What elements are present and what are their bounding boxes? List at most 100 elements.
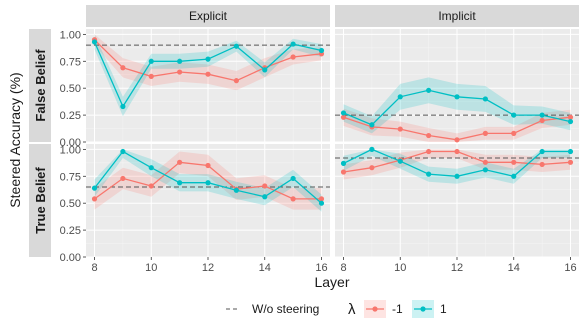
data-point-pos [567,148,574,155]
x-axis-title: Layer [314,274,349,290]
x-tick-label: 14 [508,262,520,274]
legend-baseline-label: W/o steering [252,302,319,316]
x-tick-label: 12 [451,262,463,274]
x-tick-label: 10 [394,262,406,274]
x-tick-label: 8 [340,262,346,274]
data-point-pos [482,96,488,102]
y-tick-label: 0.00 [60,137,81,149]
confidence-ribbon-pos [343,77,571,134]
data-point-neg [454,148,460,155]
data-point-pos [120,103,126,110]
data-point-pos [482,167,488,173]
data-point-pos [340,110,347,116]
data-point-pos [511,173,517,179]
confidence-ribbon-pos [94,34,322,117]
data-point-pos [177,180,183,186]
data-point-neg [567,159,574,165]
data-point-pos [511,112,517,118]
data-point-neg [233,78,239,84]
data-point-pos [567,118,574,125]
data-point-neg [482,130,488,136]
legend-neg-label: -1 [392,302,403,316]
data-point-neg [120,65,126,71]
data-point-neg [120,175,126,182]
y-tick-label: 0.50 [60,198,81,210]
data-point-pos [369,122,375,128]
data-point-pos [262,67,268,73]
legend: W/o steering λ -1 1 [226,300,447,318]
y-axis-title: Steered Accuracy (%) [7,72,23,207]
row-strip-true-belief: True Belief [29,144,51,257]
data-point-neg [511,130,517,136]
column-strip-explicit: Explicit [86,5,330,27]
legend-lambda-title: λ [348,301,356,318]
data-point-pos [262,194,268,200]
data-point-neg [290,54,296,60]
confidence-ribbon-neg [343,149,571,180]
data-point-pos [318,200,325,206]
data-point-pos [369,146,375,152]
data-point-pos [205,56,211,62]
data-point-pos [340,160,347,166]
y-tick-label: 0.00 [60,252,81,264]
data-point-neg [148,73,154,79]
row-strip-label-false-belief: False Belief [33,49,48,122]
x-tick-label: 14 [259,262,271,274]
x-tick-label: 16 [564,262,576,274]
column-strip-implicit: Implicit [335,5,579,27]
data-point-neg [205,162,211,169]
data-point-pos [426,171,432,177]
x-tick-label: 10 [145,262,157,274]
data-point-pos [148,165,154,171]
panel-true-belief-implicit: 8 10 12 14 16 [335,144,579,274]
data-point-neg [482,159,488,165]
data-point-neg [397,126,403,132]
data-point-pos [426,87,432,93]
x-tick-label: 8 [91,262,97,274]
data-point-pos [397,94,403,100]
x-tick-label: 12 [202,262,214,274]
data-point-neg [177,159,183,165]
data-point-pos [120,148,126,155]
data-point-pos [177,58,183,64]
panels: 0.00 0.25 0.50 0.75 1.000.00 0.25 0.50 0.75 1.00… [60,29,579,274]
data-point-neg [426,132,432,139]
column-strip-label-implicit: Implicit [438,9,476,23]
y-tick-label: 0.25 [60,225,81,237]
data-point-pos [539,148,545,155]
legend-pos-label: 1 [440,302,447,316]
row-strip-label-true-belief: True Belief [33,167,48,234]
data-point-pos [91,39,98,45]
x-tick-label: 16 [315,262,327,274]
row-strip-false-belief: False Belief [29,29,51,142]
data-point-neg [262,183,268,189]
data-point-pos [205,180,211,186]
y-tick-label: 0.50 [60,83,81,95]
panel-true-belief-explicit: 0.00 0.25 0.50 0.75 1.00 8 10 12 14 16 [60,144,330,274]
data-point-neg [369,165,375,171]
data-point-pos [290,41,296,47]
data-point-neg [91,196,98,202]
data-point-neg [511,159,517,165]
data-point-pos [454,173,460,179]
data-point-pos [539,112,545,118]
y-tick-label: 1.00 [60,144,81,156]
data-point-neg [290,196,296,202]
data-point-neg [454,137,460,143]
y-tick-label: 0.75 [60,171,81,183]
panel-false-belief-explicit: 0.00 0.25 0.50 0.75 1.00 [60,29,330,149]
data-point-neg [539,117,545,124]
y-tick-label: 0.25 [60,110,81,122]
data-point-neg [567,114,574,120]
data-point-pos [233,43,239,49]
legend-neg-point-key [372,306,378,312]
y-tick-label: 0.75 [60,56,81,68]
data-point-neg [148,183,154,189]
data-point-pos [290,175,296,182]
data-point-pos [148,58,154,64]
data-point-pos [318,47,325,54]
panel-false-belief-implicit [335,29,579,143]
data-point-pos [454,94,460,100]
data-point-pos [91,185,98,191]
